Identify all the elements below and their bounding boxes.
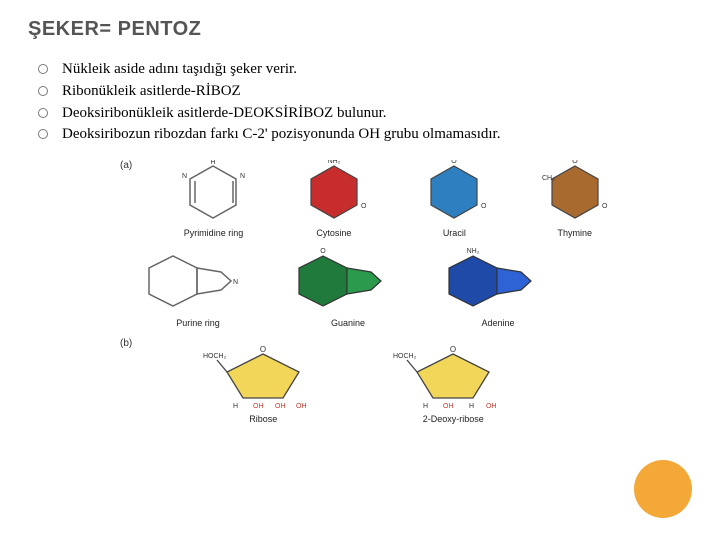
svg-text:N: N <box>233 279 238 286</box>
hexagon-icon: O CH₃ O <box>540 160 610 224</box>
svg-text:O: O <box>572 160 578 165</box>
svg-text:O: O <box>320 248 326 255</box>
bullet-item: Deoksiribonükleik asitlerde-DEOKSİRİBOZ … <box>38 103 720 125</box>
svg-text:H: H <box>423 403 428 410</box>
purine-ring-cell: N Purine ring <box>138 248 258 328</box>
svg-text:CH₃: CH₃ <box>542 175 555 182</box>
molecule-label: Adenine <box>481 318 514 328</box>
purine-icon: N <box>143 248 253 314</box>
svg-text:HOCH₂: HOCH₂ <box>203 353 227 360</box>
molecule-diagram: (a) H N N Pyrimidine ring NH₂ O Cytosine <box>120 160 620 434</box>
svg-text:OH: OH <box>253 403 264 410</box>
section-marker-a: (a) <box>120 160 132 171</box>
svg-text:H: H <box>233 403 238 410</box>
svg-text:O: O <box>481 203 487 210</box>
hexagon-icon: NH₂ O <box>299 160 369 224</box>
svg-text:H: H <box>211 160 216 166</box>
molecule-label: Cytosine <box>316 228 351 238</box>
svg-text:N: N <box>240 173 245 180</box>
svg-text:O: O <box>450 345 456 354</box>
hexagon-icon: H N N <box>178 160 248 224</box>
molecule-label: Guanine <box>331 318 365 328</box>
pentose-icon: O HOCH₂ H OH OH OH <box>203 338 323 410</box>
molecule-label: Ribose <box>249 414 277 424</box>
bullet-item: Ribonükleik asitlerde-RİBOZ <box>38 81 720 103</box>
svg-text:HOCH₂: HOCH₂ <box>393 353 417 360</box>
svg-text:O: O <box>452 160 458 165</box>
decor-circle-icon <box>634 460 692 518</box>
molecule-label: 2-Deoxy-ribose <box>423 414 484 424</box>
deoxyribose-cell: O HOCH₂ H OH H OH 2-Deoxy-ribose <box>388 338 518 424</box>
svg-text:NH₂: NH₂ <box>467 248 480 255</box>
pyrimidine-row: (a) H N N Pyrimidine ring NH₂ O Cytosine <box>120 160 620 238</box>
bullet-item: Nükleik aside adını taşıdığı şeker verir… <box>38 59 720 81</box>
svg-text:OH: OH <box>296 403 307 410</box>
svg-text:OH: OH <box>486 403 497 410</box>
purine-icon: O <box>293 248 403 314</box>
svg-text:OH: OH <box>443 403 454 410</box>
molecule-label: Purine ring <box>176 318 220 328</box>
hexagon-icon: O O <box>419 160 489 224</box>
pentose-icon: O HOCH₂ H OH H OH <box>393 338 513 410</box>
section-marker-b: (b) <box>120 338 132 349</box>
thymine-cell: O CH₃ O Thymine <box>530 160 620 238</box>
guanine-cell: O Guanine <box>288 248 408 328</box>
svg-text:N: N <box>182 173 187 180</box>
sugar-row: (b) O HOCH₂ H OH OH OH Ribose O HOCH₂ H <box>120 338 620 424</box>
svg-text:NH₂: NH₂ <box>327 160 340 165</box>
ribose-cell: O HOCH₂ H OH OH OH Ribose <box>198 338 328 424</box>
uracil-cell: O O Uracil <box>409 160 499 238</box>
svg-text:OH: OH <box>275 403 286 410</box>
adenine-cell: NH₂ Adenine <box>438 248 558 328</box>
molecule-label: Thymine <box>558 228 593 238</box>
purine-row: N Purine ring O Guanine NH₂ Adenine <box>120 248 620 328</box>
molecule-label: Uracil <box>443 228 466 238</box>
svg-text:O: O <box>260 345 266 354</box>
svg-text:H: H <box>469 403 474 410</box>
slide-title: ŞEKER= PENTOZ <box>0 0 720 41</box>
cytosine-cell: NH₂ O Cytosine <box>289 160 379 238</box>
molecule-label: Pyrimidine ring <box>184 228 244 238</box>
bullet-item: Deoksiribozun ribozdan farkı C-2' pozisy… <box>38 124 720 146</box>
svg-text:O: O <box>602 203 608 210</box>
pyrimidine-ring-cell: H N N Pyrimidine ring <box>168 160 258 238</box>
bullet-list: Nükleik aside adını taşıdığı şeker verir… <box>0 41 720 146</box>
svg-text:O: O <box>361 203 367 210</box>
purine-icon: NH₂ <box>443 248 553 314</box>
